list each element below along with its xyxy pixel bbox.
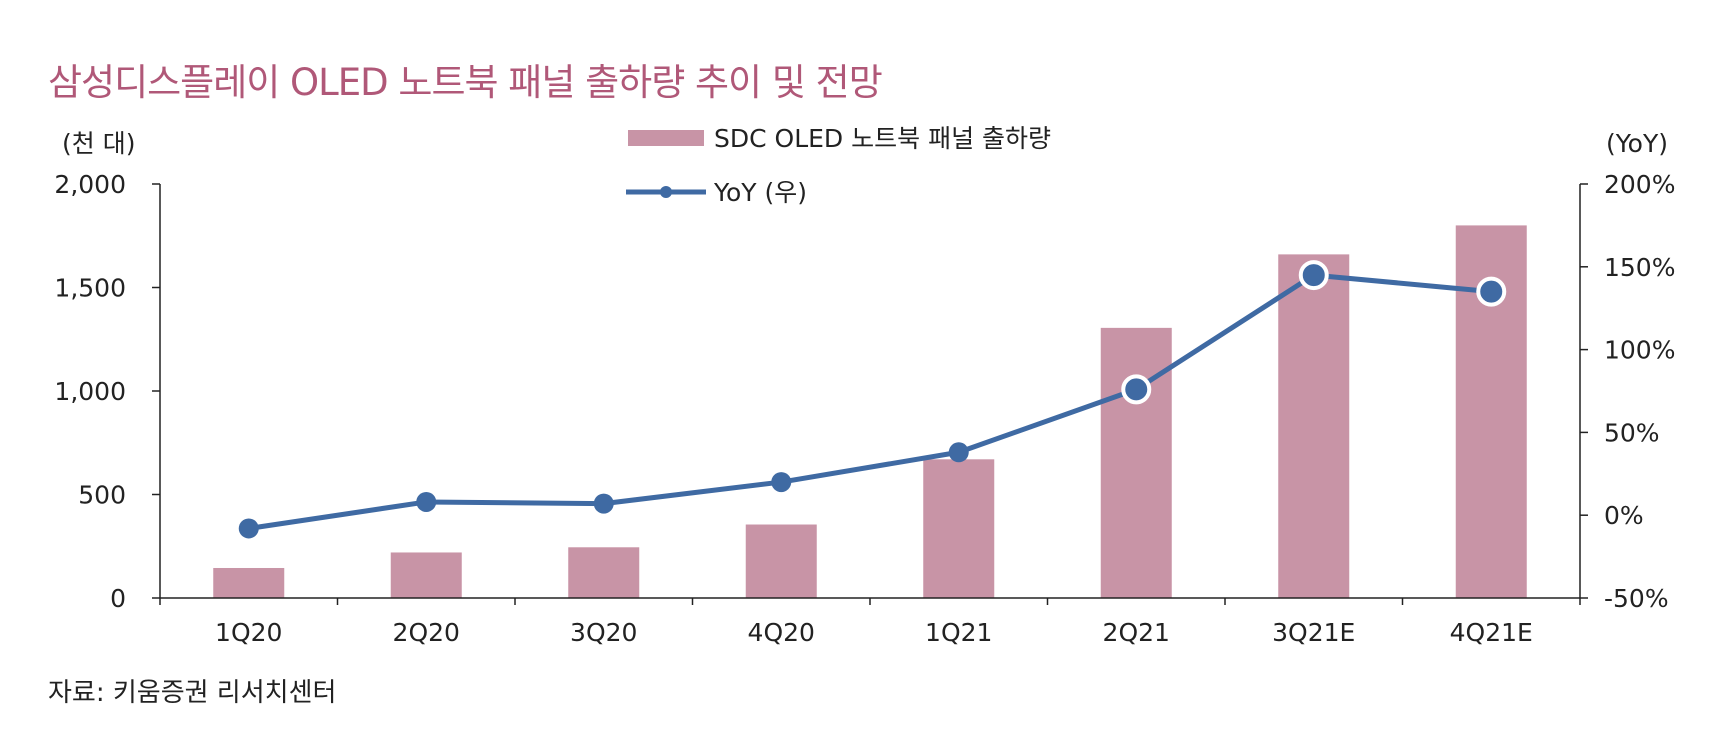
source-note: 자료: 키움증권 리서치센터 [48, 678, 337, 708]
yoy-point-3Q21E [1298, 260, 1329, 291]
x-tick-label: 3Q21E [1272, 618, 1355, 647]
x-tick-label: 1Q21 [925, 618, 992, 647]
yoy-point-4Q20 [771, 472, 792, 493]
left-tick-label: 1,000 [54, 377, 126, 406]
yoy-point-4Q21E [1476, 276, 1507, 307]
yoy-point-3Q20 [593, 493, 614, 514]
x-tick-label: 2Q20 [393, 618, 460, 647]
left-tick-label: 1,500 [54, 274, 126, 303]
legend-line-marker [660, 186, 672, 198]
x-tick-label: 3Q20 [570, 618, 637, 647]
chart-title: 삼성디스플레이 OLED 노트북 패널 출하량 추이 및 전망 [48, 61, 883, 104]
x-tick-label: 4Q20 [748, 618, 815, 647]
right-tick-label: 150% [1604, 253, 1675, 282]
left-tick-label: 0 [110, 584, 126, 613]
yoy-point-1Q21 [948, 442, 969, 463]
bar-1Q20 [213, 567, 285, 598]
bar-1Q21 [923, 459, 995, 598]
yoy-point-2Q21 [1121, 374, 1152, 405]
yoy-point-1Q20 [238, 518, 259, 539]
legend-bar-label: SDC OLED 노트북 패널 출하량 [714, 124, 1051, 153]
bar-2Q21 [1100, 327, 1172, 598]
x-tick-label: 4Q21E [1450, 618, 1533, 647]
bar-4Q20 [745, 524, 817, 598]
legend-bar-swatch [628, 130, 704, 146]
right-tick-label: 50% [1604, 418, 1660, 447]
x-tick-label: 1Q20 [215, 618, 282, 647]
right-tick-label: 100% [1604, 336, 1675, 365]
left-tick-label: 500 [78, 481, 126, 510]
right-tick-label: 0% [1604, 501, 1644, 530]
left-axis-label: (천 대) [62, 129, 135, 158]
right-tick-label: -50% [1604, 584, 1669, 613]
right-axis-label: (YoY) [1606, 129, 1668, 158]
bar-2Q20 [390, 552, 462, 598]
left-tick-label: 2,000 [54, 170, 126, 199]
x-tick-label: 2Q21 [1103, 618, 1170, 647]
right-tick-label: 200% [1604, 170, 1675, 199]
yoy-line [248, 272, 1492, 531]
yoy-point-2Q20 [416, 491, 437, 512]
bar-3Q21E [1278, 254, 1350, 598]
legend-line-label: YoY (우) [713, 178, 807, 207]
bar-3Q20 [568, 547, 640, 598]
